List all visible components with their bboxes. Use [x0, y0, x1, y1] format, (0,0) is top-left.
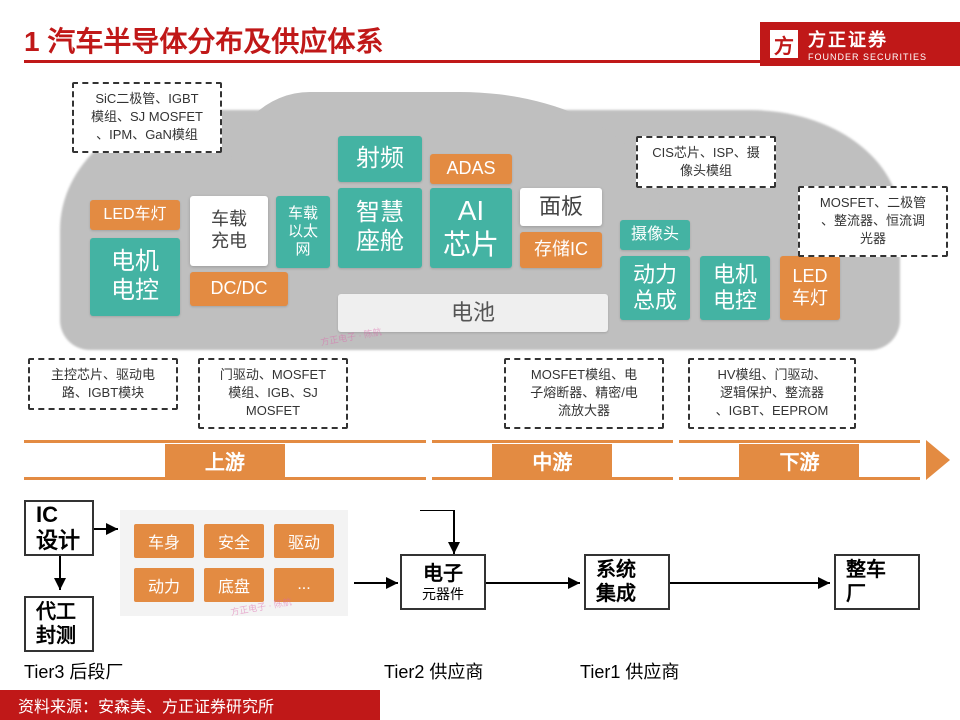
node-oem: 整车 厂: [834, 554, 920, 610]
block-battery: 电池: [338, 294, 608, 332]
callout-c3: MOSFET、二极管 、整流器、恒流调 光器: [798, 186, 948, 257]
ic-category-1: 安全: [204, 524, 264, 558]
block-dcdc: DC/DC: [190, 272, 288, 306]
callout-c4: 主控芯片、驱动电 路、IGBT模块: [28, 358, 178, 410]
tier1-label: Tier1 供应商: [580, 658, 679, 684]
ic-category-4: 底盘: [204, 568, 264, 602]
arrow-icon: [486, 576, 586, 590]
block-adas: ADAS: [430, 154, 512, 184]
block-onboard_charge: 车载 充电: [190, 196, 268, 266]
block-camera: 摄像头: [620, 220, 690, 250]
ic-category-grid: 车身安全驱动动力底盘...: [120, 510, 348, 616]
node-foundry: 代工 封测: [24, 596, 94, 652]
callout-c7: HV模组、门驱动、 逻辑保护、整流器 、IGBT、EEPROM: [688, 358, 856, 429]
node-ic-design: IC 设计: [24, 500, 94, 556]
block-motor_ctrl_l: 电机 电控: [90, 238, 180, 316]
block-rf: 射频: [338, 136, 422, 182]
tier2-label: Tier2 供应商: [384, 658, 483, 684]
block-panel: 面板: [520, 188, 602, 226]
block-ai_chip: AI 芯片: [430, 188, 512, 268]
ic-category-3: 动力: [134, 568, 194, 602]
source-footer: 资料来源：安森美、方正证券研究所: [0, 690, 380, 720]
brand-cn: 方正证券: [808, 26, 960, 52]
block-motor_ctrl_r: 电机 电控: [700, 256, 770, 320]
arrow-icon: [420, 510, 460, 554]
callout-c2: CIS芯片、ISP、摄 像头模组: [636, 136, 776, 188]
node-system-integration: 系统 集成: [584, 554, 670, 610]
block-storage: 存储IC: [520, 232, 602, 268]
arrow-icon: [54, 556, 74, 596]
stream-midstream: 中游: [432, 440, 673, 480]
epart-label: 电子: [423, 562, 463, 586]
stream-downstream: 下游: [679, 440, 920, 480]
value-chain-arrow: 上游 中游 下游: [24, 440, 950, 480]
node-electronic-parts: 电子 元器件: [400, 554, 486, 610]
epart-sublabel: 元器件: [422, 586, 464, 603]
callout-c6: MOSFET模组、电 子熔断器、精密/电 流放大器: [504, 358, 664, 429]
ic-category-2: 驱动: [274, 524, 334, 558]
block-cockpit: 智慧 座舱: [338, 188, 422, 268]
arrow-icon: [354, 576, 404, 590]
stream-upstream: 上游: [24, 440, 426, 480]
tier3-label: Tier3 后段厂: [24, 658, 123, 684]
stream-arrowhead-icon: [926, 440, 950, 480]
block-powertrain: 动力 总成: [620, 256, 690, 320]
supply-chain-flow: IC 设计 代工 封测 车身安全驱动动力底盘... 电子 元器件 系统 集成 整…: [24, 500, 936, 670]
block-ethernet: 车载 以太 网: [276, 196, 330, 268]
callout-c5: 门驱动、MOSFET 模组、IGB、SJ MOSFET: [198, 358, 348, 429]
brand-glyph: 方: [770, 30, 798, 58]
ic-category-0: 车身: [134, 524, 194, 558]
arrow-icon: [94, 522, 124, 536]
brand-logo: 方 方正证券 FOUNDER SECURITIES: [760, 22, 960, 66]
block-led_left: LED车灯: [90, 200, 180, 230]
arrow-icon: [670, 576, 836, 590]
brand-en: FOUNDER SECURITIES: [808, 52, 960, 62]
ic-category-5: ...: [274, 568, 334, 602]
callout-c1: SiC二极管、IGBT 模组、SJ MOSFET 、IPM、GaN模组: [72, 82, 222, 153]
block-led_right: LED 车灯: [780, 256, 840, 320]
